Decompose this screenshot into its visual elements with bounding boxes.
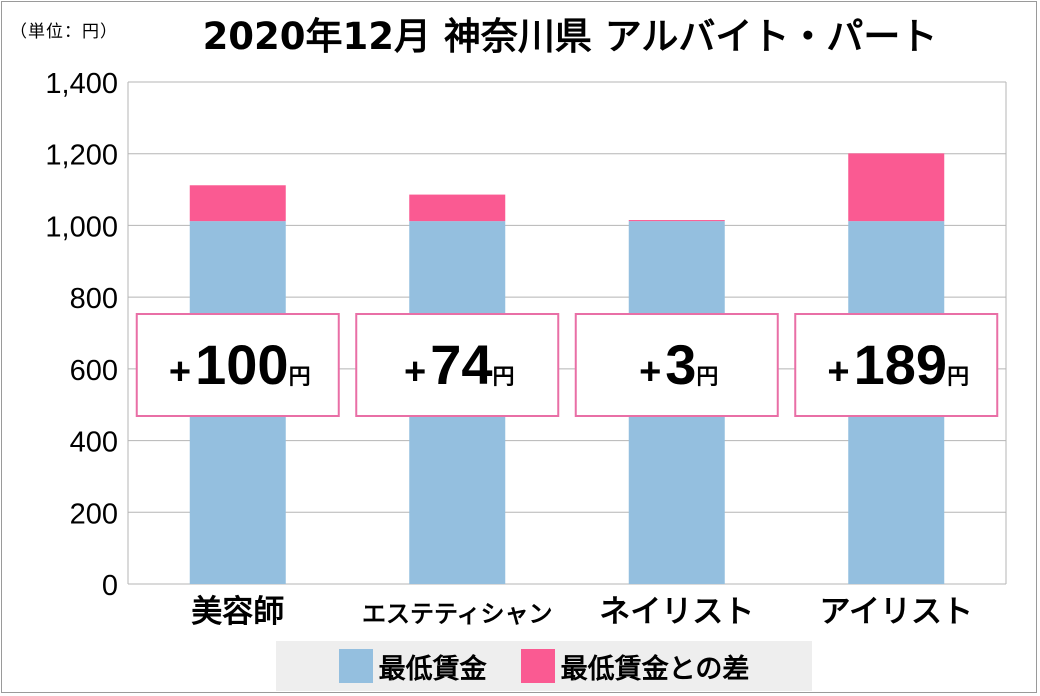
y-tick-label: 400	[70, 427, 118, 459]
bar-diff	[628, 220, 725, 222]
annotation-box	[135, 313, 340, 417]
y-tick-label: 1,200	[45, 140, 118, 172]
legend: 最低賃金 最低賃金との差	[276, 641, 812, 691]
x-category-label: 美容師	[191, 594, 284, 630]
y-tick-label: 200	[70, 498, 118, 530]
annotation-box	[355, 313, 560, 417]
bar-diff	[409, 194, 506, 222]
annotation-sign: +	[827, 351, 849, 393]
annotation-sign: +	[404, 351, 426, 393]
annotation-box	[574, 313, 779, 417]
annotation-label: +74円	[404, 333, 515, 396]
annotation-unit: 円	[947, 365, 969, 390]
legend-label-diff: 最低賃金との差	[560, 653, 750, 685]
annotation-number: 189	[854, 333, 947, 396]
legend-label-min-wage: 最低賃金	[378, 653, 487, 685]
annotation-sign: +	[169, 351, 191, 393]
annotation-unit: 円	[289, 365, 311, 390]
y-tick-label: 1,400	[45, 68, 118, 100]
bar-diff	[848, 153, 945, 222]
annotation-unit: 円	[492, 365, 514, 390]
annotation-number: 100	[195, 333, 288, 396]
bar-diff	[189, 185, 286, 222]
annotation-label: +100円	[169, 333, 311, 396]
annotation-number: 74	[430, 333, 492, 396]
chart-title: 2020年12月 神奈川県 アルバイト・パート	[202, 15, 938, 58]
legend-swatch-diff	[520, 649, 555, 683]
legend-item-diff: 最低賃金との差	[520, 647, 750, 686]
legend-swatch-min-wage	[338, 649, 373, 683]
legend-item-min-wage: 最低賃金	[338, 647, 487, 686]
annotation-sign: +	[639, 351, 661, 393]
annotation-box	[794, 313, 999, 417]
x-category-label: アイリスト	[820, 594, 973, 630]
y-tick-label: 1,000	[45, 211, 118, 243]
annotation-label: +3円	[639, 333, 718, 396]
x-category-label: ネイリスト	[599, 594, 754, 630]
x-category-label: エステティシャン	[362, 600, 553, 628]
y-tick-label: 800	[70, 283, 118, 315]
annotation-unit: 円	[696, 365, 718, 390]
y-tick-label: 600	[70, 355, 118, 387]
annotation-label: +189円	[827, 333, 969, 396]
y-tick-label: 0	[102, 570, 118, 602]
annotation-number: 3	[665, 333, 696, 396]
unit-note: （単位：円）	[10, 22, 118, 42]
